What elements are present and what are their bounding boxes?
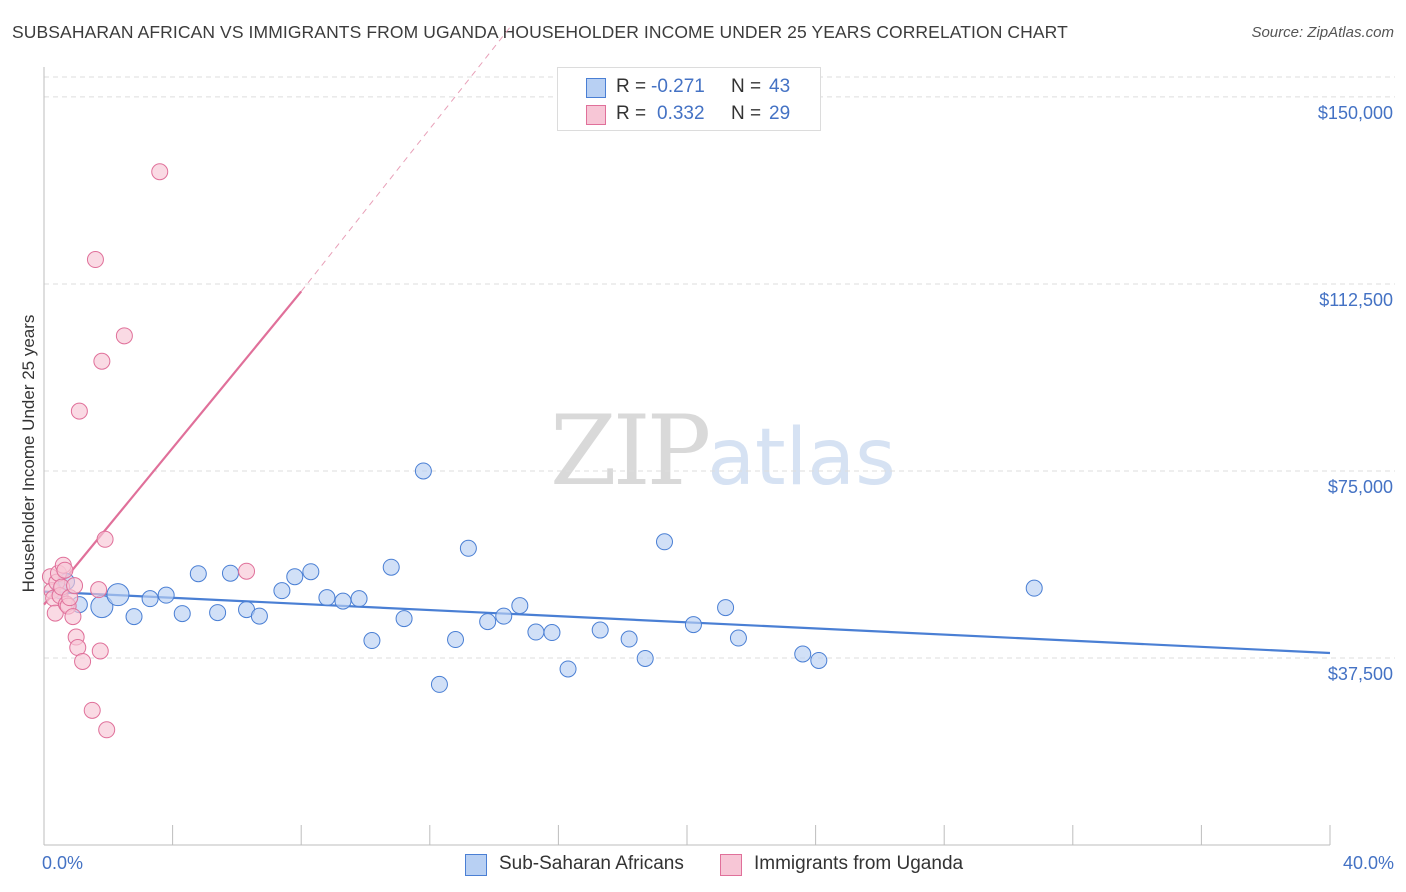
point-subsaharan xyxy=(543,624,561,642)
correlation-legend: R = -0.271 N = 43 R = 0.332 N = 29 xyxy=(557,67,821,131)
data-points xyxy=(41,163,1043,739)
point-uganda xyxy=(98,721,116,739)
point-subsaharan xyxy=(286,568,304,586)
point-subsaharan xyxy=(414,462,432,480)
source-credit: Source: ZipAtlas.com xyxy=(1251,24,1394,41)
trend-line-uganda xyxy=(43,290,303,606)
series-swatch-pink xyxy=(720,854,742,876)
point-uganda xyxy=(238,562,256,580)
point-uganda xyxy=(74,652,92,670)
point-subsaharan xyxy=(141,590,159,608)
point-subsaharan xyxy=(157,586,175,604)
watermark: ZIPatlas xyxy=(550,395,896,507)
point-uganda xyxy=(86,251,104,269)
point-subsaharan xyxy=(430,675,448,693)
y-tick-label: $37,500 xyxy=(1328,664,1393,684)
axes xyxy=(43,67,1331,846)
legend-r-value: -0.271 xyxy=(651,76,705,97)
point-uganda xyxy=(91,642,109,660)
y-tick-label: $112,500 xyxy=(1319,290,1393,310)
point-subsaharan xyxy=(684,616,702,634)
point-subsaharan xyxy=(729,629,747,647)
point-uganda xyxy=(90,581,108,599)
axis-labels: $37,500 $75,000 $112,500 $150,000 0.0% 40.0% H… xyxy=(19,103,1394,873)
point-subsaharan xyxy=(591,621,609,639)
point-uganda xyxy=(70,402,88,420)
watermark-zip: ZIP xyxy=(550,395,711,507)
series-label: Immigrants from Uganda xyxy=(754,853,964,874)
point-uganda xyxy=(66,577,84,595)
legend-swatch-blue xyxy=(586,78,606,98)
point-subsaharan xyxy=(273,582,291,600)
trend-line-uganda-extrapolated xyxy=(300,26,511,292)
point-uganda xyxy=(93,352,111,370)
legend-r-value: 0.332 xyxy=(657,103,705,124)
x-tick-label-start: 0.0% xyxy=(42,853,83,873)
point-subsaharan xyxy=(334,592,352,610)
legend-r-label: R = xyxy=(616,103,647,124)
point-subsaharan xyxy=(125,608,143,626)
legend-r-label: R = xyxy=(616,76,647,97)
point-subsaharan xyxy=(636,649,654,667)
point-subsaharan xyxy=(1025,579,1043,597)
point-subsaharan xyxy=(189,565,207,583)
y-axis-title: Householder Income Under 25 years xyxy=(19,315,38,593)
point-uganda xyxy=(64,608,82,626)
point-subsaharan xyxy=(209,604,227,622)
point-uganda xyxy=(151,163,169,181)
point-subsaharan xyxy=(447,631,465,649)
watermark-atlas: atlas xyxy=(707,413,896,503)
point-subsaharan xyxy=(350,590,368,608)
point-subsaharan xyxy=(511,597,529,615)
legend-swatch-pink xyxy=(586,105,606,125)
legend-n-label: N = xyxy=(731,76,762,97)
point-subsaharan xyxy=(250,607,268,625)
point-uganda xyxy=(46,604,64,622)
point-subsaharan xyxy=(479,613,497,631)
point-subsaharan xyxy=(363,632,381,650)
point-subsaharan xyxy=(527,623,545,641)
point-uganda xyxy=(115,327,133,345)
point-subsaharan xyxy=(559,660,577,678)
point-subsaharan xyxy=(221,564,239,582)
legend-n-value: 29 xyxy=(769,103,791,124)
y-tick-label: $75,000 xyxy=(1328,477,1393,497)
chart-title: SUBSAHARAN AFRICAN VS IMMIGRANTS FROM UG… xyxy=(12,22,1068,42)
point-subsaharan xyxy=(495,607,513,625)
point-subsaharan xyxy=(794,645,812,663)
point-subsaharan xyxy=(810,651,828,669)
point-subsaharan xyxy=(395,610,413,628)
y-tick-label: $150,000 xyxy=(1318,103,1393,123)
point-subsaharan xyxy=(620,630,638,648)
point-subsaharan xyxy=(318,589,336,607)
x-tick-label-end: 40.0% xyxy=(1343,853,1394,873)
point-subsaharan xyxy=(173,605,191,623)
point-subsaharan xyxy=(302,563,320,581)
legend-n-label: N = xyxy=(731,103,762,124)
point-uganda xyxy=(96,530,114,548)
series-swatch-blue xyxy=(465,854,487,876)
point-uganda xyxy=(83,701,101,719)
series-label: Sub-Saharan Africans xyxy=(499,853,684,874)
legend-n-value: 43 xyxy=(769,76,791,97)
point-subsaharan xyxy=(655,533,673,551)
point-subsaharan xyxy=(382,558,400,576)
point-uganda xyxy=(56,561,74,579)
point-subsaharan xyxy=(459,539,477,557)
point-subsaharan xyxy=(106,583,130,607)
point-subsaharan xyxy=(717,599,735,617)
